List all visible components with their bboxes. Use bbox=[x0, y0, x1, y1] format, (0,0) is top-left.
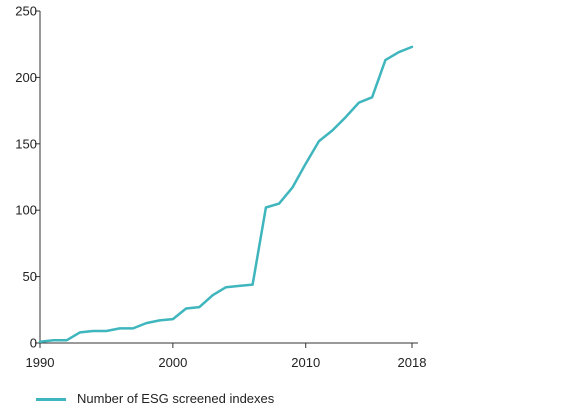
chart-legend: Number of ESG screened indexes bbox=[36, 391, 274, 407]
y-tick-label: 0 bbox=[30, 336, 37, 351]
x-tick-label: 1990 bbox=[26, 355, 55, 370]
x-tick-label: 2010 bbox=[291, 355, 320, 370]
legend-label: Number of ESG screened indexes bbox=[77, 391, 275, 406]
chart-axes bbox=[39, 11, 418, 344]
x-tick-label: 2000 bbox=[158, 355, 187, 370]
y-tick-label: 100 bbox=[15, 203, 37, 218]
series-line bbox=[38, 45, 414, 343]
y-tick-label: 150 bbox=[15, 136, 37, 151]
chart-ticks: 0 50 100 150 200 250 1990 2000 2010 2018 bbox=[15, 4, 426, 371]
legend-swatch bbox=[36, 397, 66, 401]
y-tick-label: 50 bbox=[23, 269, 37, 284]
x-tick-label: 2018 bbox=[398, 355, 427, 370]
y-tick-label: 250 bbox=[15, 4, 37, 19]
chart-series bbox=[38, 45, 414, 343]
y-tick-label: 200 bbox=[15, 70, 37, 85]
